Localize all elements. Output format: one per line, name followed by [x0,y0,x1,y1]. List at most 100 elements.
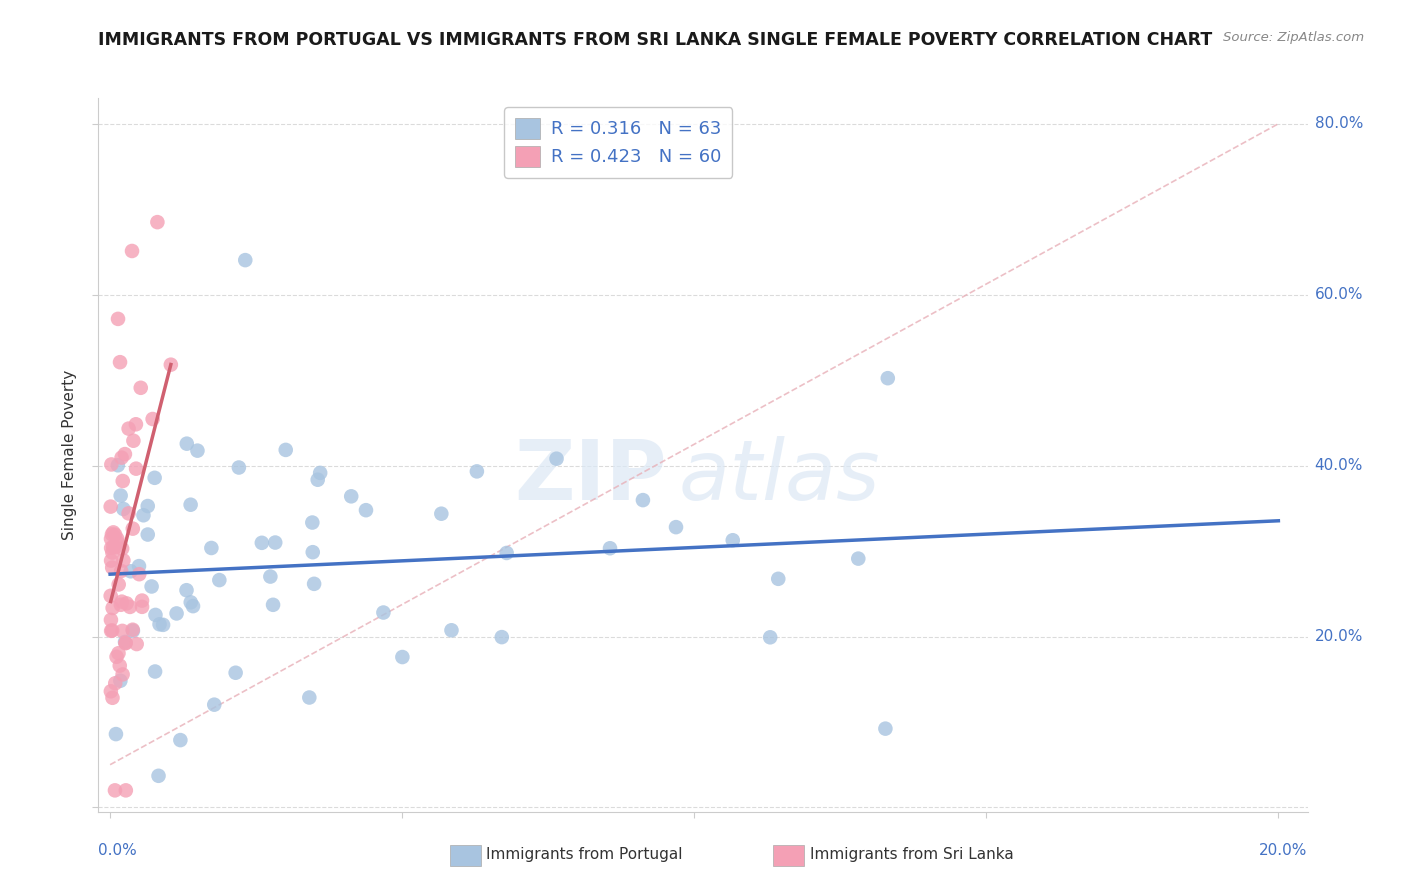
Point [307,473,329,487]
Point [302,577,325,591]
Point [107,646,129,660]
Point [298,690,321,705]
Text: ZIP: ZIP [515,436,666,516]
Point [111,541,134,556]
Point [125,637,148,651]
Point [122,624,145,638]
Text: 20.0%: 20.0% [1260,843,1308,858]
Point [301,545,323,559]
Point [110,564,132,578]
Point [104,783,127,797]
Point [128,559,150,574]
Point [131,593,153,607]
Point [169,733,191,747]
Point [104,727,127,741]
Point [721,533,744,548]
Point [148,769,170,783]
Point [125,461,148,475]
Point [186,443,208,458]
Point [495,546,517,560]
Point [465,464,488,478]
Text: 20.0%: 20.0% [1315,629,1362,644]
Point [225,665,247,680]
Point [136,499,159,513]
Point [103,540,125,554]
Point [114,635,136,649]
Point [141,579,163,593]
Point [114,636,136,650]
Point [876,371,898,385]
Point [108,658,131,673]
Point [145,607,167,622]
Point [262,598,284,612]
Point [117,507,139,521]
Point [491,630,513,644]
Point [104,676,127,690]
Point [264,535,287,549]
Point [160,358,183,372]
Point [112,553,135,567]
Point [274,442,297,457]
Point [309,466,332,480]
Point [100,532,122,546]
Point [103,525,125,540]
Point [142,412,165,426]
Point [110,450,132,465]
Point [111,594,134,608]
Point [120,564,142,578]
Point [148,617,170,632]
Point [128,567,150,582]
Point [107,458,129,473]
Point [143,471,166,485]
Point [111,667,134,681]
Point [373,606,395,620]
Point [105,649,128,664]
Point [110,673,132,688]
Point [546,451,568,466]
Point [105,532,128,546]
Point [136,527,159,541]
Point [250,536,273,550]
Point [110,598,132,612]
Point [100,500,122,514]
Text: 0.0%: 0.0% [98,843,138,858]
Point [114,636,136,650]
Point [208,573,231,587]
Y-axis label: Single Female Poverty: Single Female Poverty [62,370,77,540]
Point [146,215,169,229]
Point [631,493,654,508]
Point [180,498,202,512]
Point [100,553,122,567]
Point [118,599,141,614]
Point [114,447,136,461]
Point [101,560,124,574]
Point [121,244,143,258]
Text: Immigrants from Sri Lanka: Immigrants from Sri Lanka [810,847,1014,862]
Text: Immigrants from Portugal: Immigrants from Portugal [486,847,683,862]
Point [110,489,132,503]
Point [200,541,222,555]
Point [117,422,139,436]
Point [101,545,124,559]
Point [100,624,122,638]
Point [107,535,129,549]
Text: Source: ZipAtlas.com: Source: ZipAtlas.com [1223,31,1364,45]
Point [340,489,363,503]
Point [121,623,143,637]
Point [108,355,131,369]
Legend: R = 0.316   N = 63, R = 0.423   N = 60: R = 0.316 N = 63, R = 0.423 N = 60 [505,107,733,178]
Point [101,527,124,541]
Point [176,436,198,450]
Point [101,601,124,615]
Point [301,516,323,530]
Point [166,607,188,621]
Point [100,613,122,627]
Point [768,572,790,586]
Point [131,599,153,614]
Point [100,684,122,698]
Text: 80.0%: 80.0% [1315,116,1362,131]
Point [759,630,782,644]
Point [122,434,145,448]
Text: 60.0%: 60.0% [1315,287,1362,302]
Point [259,569,281,583]
